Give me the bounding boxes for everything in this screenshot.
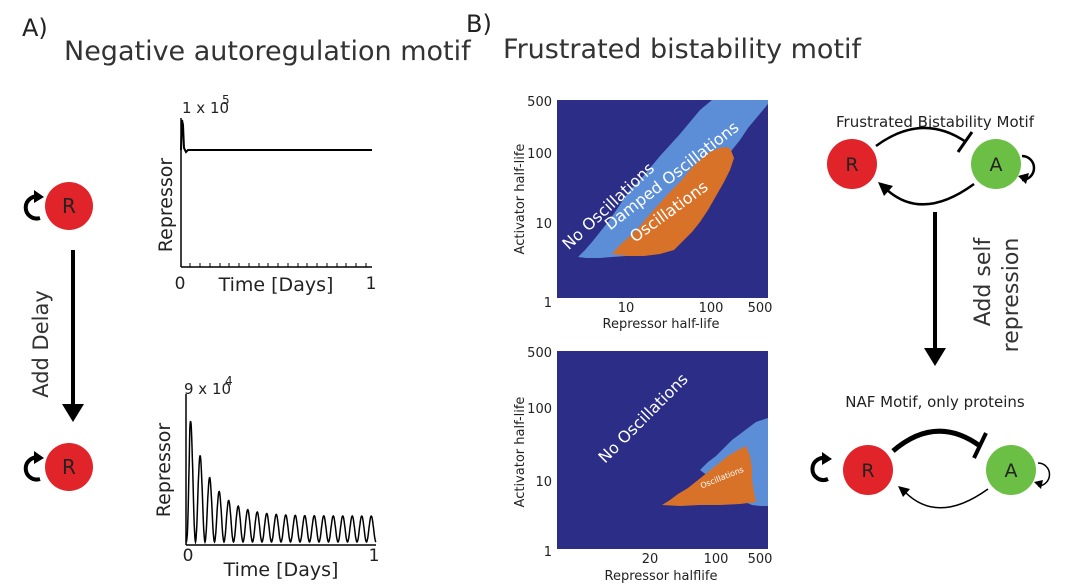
strong-repression-bar-icon (972, 432, 988, 459)
repressor-node-top-label: R (62, 194, 76, 218)
panel-a-title: Negative autoregulation motif (64, 36, 471, 67)
activation-arrow-icon (878, 182, 893, 196)
motif-top-node-a (971, 139, 1021, 189)
panel-b-title: Frustrated bistability motif (503, 34, 862, 65)
x-tick-500-top: 500 (748, 301, 773, 316)
motif-bottom-node-a-label: A (1005, 460, 1018, 482)
motif-bottom-node-r-label: R (861, 460, 874, 482)
ylabel-heatmap-bottom: Activator half-life (513, 397, 528, 508)
weak-activation-arrow-icon (898, 486, 910, 497)
x-tick-500-bottom: 500 (748, 552, 773, 567)
add-delay-label: Add Delay (29, 290, 53, 398)
activation-edge-top (885, 182, 975, 206)
arrow-down-icon (924, 348, 946, 366)
damped-oscillations-region-top (578, 100, 768, 258)
y-tick-1-top: 1 (544, 296, 552, 311)
x-tick-20-bottom: 20 (642, 552, 659, 567)
xlabel-bottom: Time [Days] (223, 559, 339, 581)
repression-edge-top (875, 126, 967, 148)
scale-label-top: 1 x 10 (182, 99, 229, 117)
y-tick-10-top: 10 (535, 217, 552, 232)
repressor-node-top (45, 182, 93, 230)
y-tick-500-top: 500 (527, 95, 552, 110)
arrow-label-line2: repression (999, 238, 1024, 353)
ylabel-heatmap-top: Activator half-life (513, 144, 528, 255)
oscillations-region-top (612, 147, 734, 256)
tick-start-top: 0 (175, 274, 186, 294)
xlabel-heatmap-top: Repressor half-life (603, 317, 720, 332)
x-tick-100-bottom: 100 (704, 552, 729, 567)
self-activation-arrow-icon (1018, 173, 1029, 184)
y-tick-500-bottom: 500 (527, 346, 552, 361)
repressor-node-bottom (45, 443, 93, 491)
tick-start-bottom: 0 (183, 546, 194, 566)
motif-bottom-node-a (986, 445, 1036, 495)
self-loop-icon-bottom (23, 451, 44, 482)
strong-repression-edge (891, 428, 982, 453)
xlabel-top: Time [Days] (218, 274, 334, 296)
self-loop-icon-top (23, 190, 44, 221)
scale-exponent-top: 5 (222, 93, 230, 107)
motif-top-node-r (827, 139, 877, 189)
time-series-plot-bottom (185, 394, 377, 546)
weak-activation-edge (904, 488, 989, 509)
x-tick-100-top: 100 (699, 301, 724, 316)
heatmap-top: No Oscillations Damped Oscillations Osci… (557, 100, 768, 298)
oscillations-region-bottom (662, 446, 756, 506)
panel-a-label: A) (22, 14, 48, 42)
xlabel-heatmap-bottom: Repressor halflife (605, 569, 718, 584)
motif-top-node-a-label: A (990, 154, 1003, 176)
repression-bar-icon (956, 131, 974, 153)
ylabel-bottom: Repressor (153, 423, 175, 518)
motif-bottom-title: NAF Motif, only proteins (845, 393, 1025, 411)
motif-bottom-self-repression-icon (810, 452, 832, 482)
weak-self-activation-arrow-icon (1034, 480, 1043, 489)
scale-label-bottom: 9 x 10 (184, 380, 231, 398)
motif-top-title: Frustrated Bistability Motif (836, 113, 1035, 131)
arrow-label-line1: Add self (971, 237, 996, 327)
heatmap-bottom: No Oscillations Oscillations (557, 351, 768, 549)
motif-bottom-node-r (843, 445, 893, 495)
weak-self-activation-loop-icon (1037, 462, 1051, 487)
x-tick-10-top: 10 (618, 301, 635, 316)
y-tick-100-top: 100 (527, 147, 552, 162)
repressor-node-bottom-label: R (62, 455, 76, 479)
y-tick-10-bottom: 10 (535, 475, 552, 490)
tick-end-bottom: 1 (369, 546, 380, 566)
scale-exponent-bottom: 4 (225, 374, 233, 388)
repressor-trace-top (180, 119, 372, 154)
ylabel-top: Repressor (155, 158, 177, 253)
motif-top-node-r-label: R (845, 154, 858, 176)
tick-end-top: 1 (366, 274, 377, 294)
y-tick-1-bottom: 1 (544, 545, 552, 560)
time-series-plot-top (180, 118, 372, 268)
arrow-head-icon (62, 404, 84, 422)
repressor-trace-bottom (185, 420, 377, 545)
panel-b-label: B) (466, 10, 492, 38)
y-tick-100-bottom: 100 (527, 402, 552, 417)
